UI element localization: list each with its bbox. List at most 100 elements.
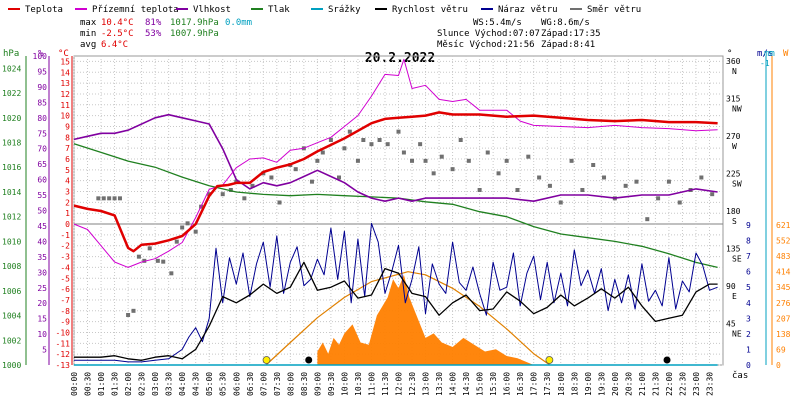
wind-dir-point <box>169 271 174 276</box>
hum-tick-label: 50 <box>37 207 47 216</box>
wind-dir-point <box>96 196 101 201</box>
temperature-line <box>73 111 718 253</box>
press-tick-label: 1012 <box>2 213 21 222</box>
dir-tick-value: 45 <box>726 320 736 329</box>
wind-dir-point <box>423 158 428 163</box>
ground-temp-line <box>73 58 718 268</box>
wind-dir-point <box>328 138 333 142</box>
ws-tick-label: 3 <box>746 314 751 323</box>
temp-tick-label: 5 <box>65 166 70 175</box>
temp-tick-label: 7 <box>65 144 70 153</box>
wind-dir-point <box>634 179 639 184</box>
x-tick-label: 20:00 <box>611 372 620 396</box>
rad-tick-label: 276 <box>776 299 791 308</box>
press-unit: hPa <box>3 49 19 59</box>
wind-dir-point <box>385 142 390 147</box>
wind-dir-point <box>117 196 122 201</box>
dir-tick-label: E <box>732 292 737 301</box>
dir-tick-value: 270 <box>726 132 741 141</box>
axes: hPa% °C ° m/smm W100010021004100610081010101… <box>2 49 791 396</box>
series-layer <box>73 58 718 366</box>
stat-moonrise: Měsíc Východ:21:56 <box>437 40 535 50</box>
stat-max-temp: 10.4°C <box>101 18 134 28</box>
ws-tick-label: 7 <box>746 252 751 261</box>
dir-tick-value: 315 <box>726 95 741 104</box>
wind-dir-point <box>180 225 185 230</box>
ws-tick-label: 2 <box>746 330 751 339</box>
wind-dir-point <box>515 188 520 192</box>
wind-dir-point <box>547 183 552 188</box>
wind-dir-point <box>431 171 436 176</box>
stat-wg: WG:8.6m/s <box>541 18 590 28</box>
stat-max-hum: 81% <box>145 18 162 28</box>
x-tick-label: 06:00 <box>232 372 241 396</box>
hum-tick-label: 90 <box>37 83 47 92</box>
dir-tick-label: N <box>732 67 737 76</box>
x-tick-label: 14:00 <box>449 372 458 396</box>
rad-unit: W <box>783 49 789 59</box>
wind-dir-point <box>477 188 482 192</box>
press-tick-label: 1010 <box>2 237 21 246</box>
temp-tick-label: -4 <box>60 263 70 272</box>
chart-title: 20.2.2022 <box>365 51 435 66</box>
x-tick-label: 13:30 <box>435 372 444 396</box>
humidity-line <box>73 113 718 202</box>
wind-dir-point <box>450 167 455 172</box>
wind-speed-line <box>74 261 718 361</box>
x-tick-label: 22:00 <box>665 372 674 396</box>
wind-dir-point <box>155 258 160 263</box>
wind-dir-point <box>342 146 347 151</box>
x-tick-label: 05:30 <box>219 372 228 396</box>
wind-dir-point <box>558 200 563 205</box>
wind-dir-point <box>112 196 117 201</box>
x-tick-label: 22:30 <box>678 372 687 396</box>
x-tick-label: 19:30 <box>597 372 606 396</box>
x-tick-label: 11:00 <box>367 372 376 396</box>
wind-dir-point <box>101 196 106 201</box>
temp-tick-label: -12 <box>56 350 71 359</box>
wind-dir-point <box>377 138 382 142</box>
dir-tick-value: 90 <box>726 282 736 291</box>
temp-tick-label: 3 <box>65 188 70 197</box>
hum-tick-label: 80 <box>37 114 47 123</box>
temp-tick-label: 13 <box>60 79 70 88</box>
temp-tick-label: 14 <box>60 68 70 77</box>
wind-dir-point <box>710 192 715 197</box>
dir-tick-label: SW <box>732 180 742 189</box>
ws-tick-label: 9 <box>746 221 751 230</box>
dir-tick-value: 135 <box>726 245 741 254</box>
temp-tick-label: -6 <box>60 285 70 294</box>
rad-tick-label: 345 <box>776 283 791 292</box>
press-tick-label: 1016 <box>2 163 21 172</box>
stats-panel: max 10.4°C 81% 1017.9hPa 0.0mm min -2.5°… <box>80 18 601 50</box>
hum-tick-label: 55 <box>37 191 47 200</box>
x-tick-label: 02:30 <box>138 372 147 396</box>
temp-tick-label: 1 <box>65 209 70 218</box>
wind-dir-point <box>537 175 542 180</box>
ws-tick-label: 5 <box>746 283 751 292</box>
x-tick-label: 20:30 <box>624 372 633 396</box>
x-tick-label: 23:30 <box>705 372 714 396</box>
dir-tick-value: 180 <box>726 207 741 216</box>
x-tick-label: 19:00 <box>584 372 593 396</box>
x-tick-label: 18:00 <box>557 372 566 396</box>
temp-tick-label: 4 <box>65 177 70 186</box>
rad-tick-label: 552 <box>776 237 791 246</box>
hum-tick-label: 15 <box>37 315 47 324</box>
press-tick-label: 1006 <box>2 287 21 296</box>
hum-tick-label: 25 <box>37 284 47 293</box>
hum-unit: % <box>38 49 44 59</box>
x-tick-label: 17:00 <box>530 372 539 396</box>
x-tick-label: 07:30 <box>273 372 282 396</box>
hum-tick-label: 60 <box>37 176 47 185</box>
temp-tick-label: -11 <box>56 339 71 348</box>
sun-marker <box>262 356 271 364</box>
stat-avg-temp: 6.4°C <box>101 40 128 50</box>
wind-dir-point <box>602 175 607 180</box>
stat-min-hum: 53% <box>145 29 162 39</box>
x-tick-label: 13:00 <box>422 372 431 396</box>
x-tick-label: 00:30 <box>84 372 93 396</box>
wind-dir-point <box>131 308 136 313</box>
wind-dir-point <box>396 129 401 134</box>
wind-dir-point <box>293 167 298 172</box>
